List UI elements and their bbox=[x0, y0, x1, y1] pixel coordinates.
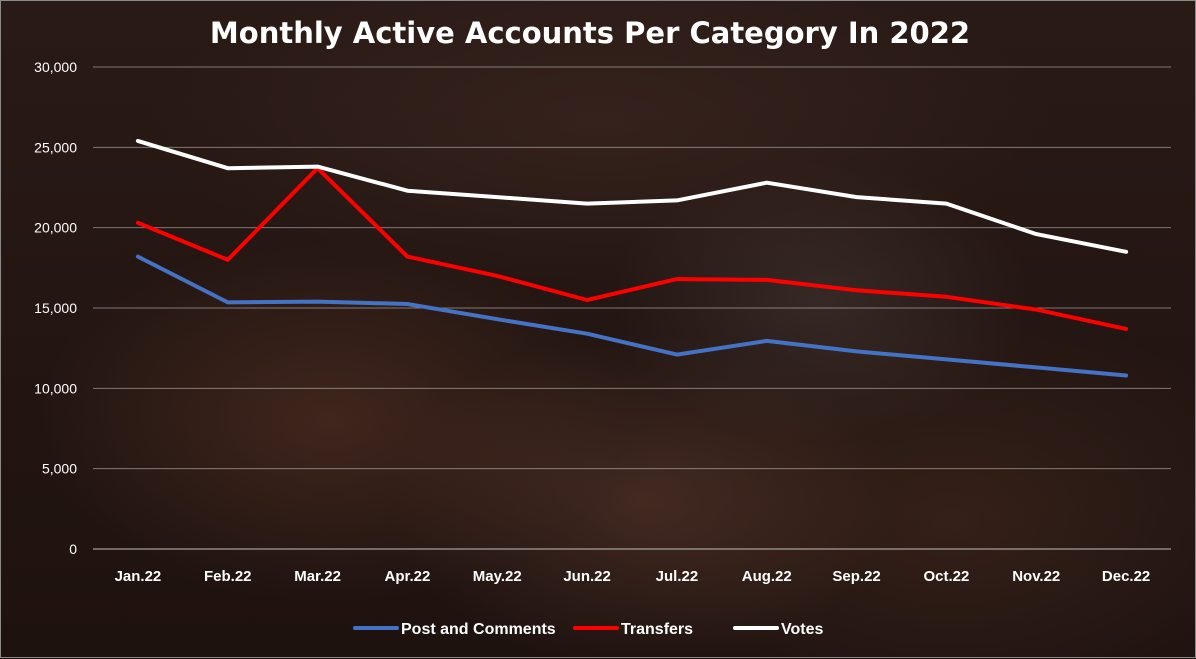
x-tick-label: Feb.22 bbox=[204, 568, 252, 585]
x-tick-label: Sep.22 bbox=[832, 568, 880, 585]
legend-label: Post and Comments bbox=[401, 621, 556, 638]
series-lines bbox=[135, 138, 1129, 378]
x-tick-label: Jun.22 bbox=[563, 568, 611, 585]
y-tick-label: 30,000 bbox=[34, 59, 77, 75]
x-tick-label: Aug.22 bbox=[742, 568, 792, 585]
x-tick-label: Jan.22 bbox=[115, 568, 162, 585]
series-line-transfers bbox=[135, 166, 1129, 331]
y-tick-label: 25,000 bbox=[34, 139, 77, 155]
x-tick-label: May.22 bbox=[473, 568, 522, 585]
y-tick-label: 5,000 bbox=[42, 461, 77, 477]
series-line-votes bbox=[135, 138, 1129, 254]
chart-title: Monthly Active Accounts Per Category In … bbox=[210, 16, 970, 50]
x-tick-label: Mar.22 bbox=[294, 568, 341, 585]
x-tick-label: Nov.22 bbox=[1012, 568, 1060, 585]
y-tick-label: 15,000 bbox=[34, 300, 77, 316]
y-tick-label: 0 bbox=[69, 541, 77, 557]
x-tick-label: Dec.22 bbox=[1102, 568, 1150, 585]
legend-label: Votes bbox=[781, 621, 823, 638]
x-tick-label: Jul.22 bbox=[656, 568, 699, 585]
x-tick-label: Oct.22 bbox=[923, 568, 969, 585]
y-tick-label: 10,000 bbox=[34, 380, 77, 396]
series-line-post-and-comments bbox=[135, 254, 1129, 378]
x-tick-label: Apr.22 bbox=[384, 568, 430, 585]
legend-label: Transfers bbox=[621, 621, 693, 638]
gridlines bbox=[93, 66, 1171, 550]
y-axis: 0 5,000 10,000 15,000 20,000 25,000 30,000 bbox=[34, 59, 77, 557]
y-tick-label: 20,000 bbox=[34, 220, 77, 236]
x-axis: Jan.22 Feb.22 Mar.22 Apr.22 May.22 Jun.22 Jul.… bbox=[115, 568, 1151, 585]
legend: Post and Comments Transfers Votes bbox=[353, 621, 823, 638]
